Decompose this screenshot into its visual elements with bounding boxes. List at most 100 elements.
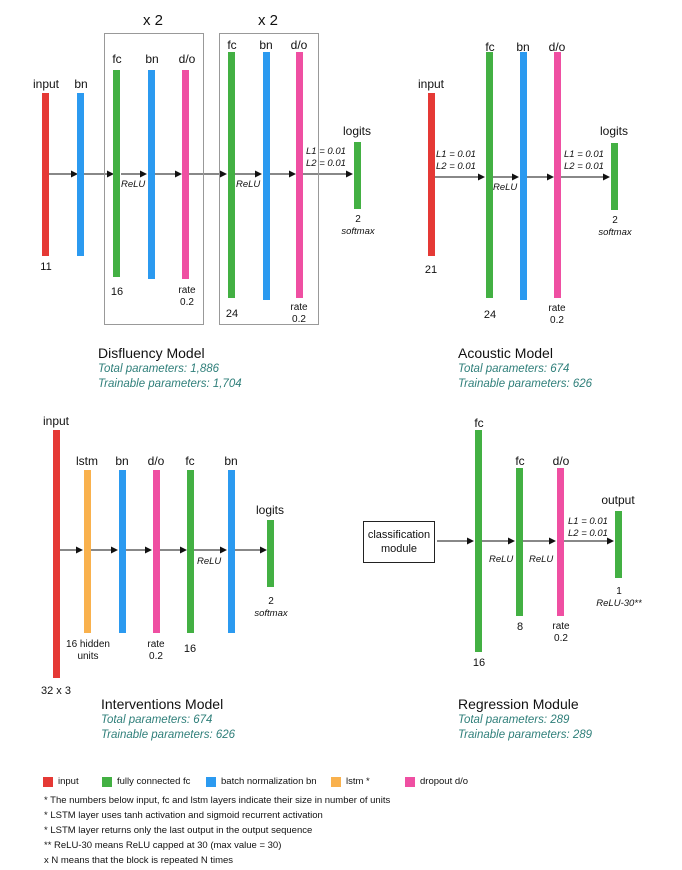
interventions-bn2-layer <box>228 470 235 633</box>
disfluency-do1-layer <box>182 70 189 279</box>
regression-fc2-layer <box>516 468 523 616</box>
interventions-lstm-size: 16 hidden units <box>66 639 110 662</box>
regression-output-activation: ReLU-30** <box>596 598 642 609</box>
repeat-block-1 <box>104 33 204 325</box>
note-repeat: x N means that the block is repeated N t… <box>44 855 234 866</box>
regression-fc2-size: 8 <box>516 621 524 633</box>
classification-module-box: classification module <box>363 521 435 563</box>
regression-fc1-size: 16 <box>472 657 486 669</box>
disfluency-bn-layer <box>77 93 84 256</box>
note-sizes: * The numbers below input, fc and lstm l… <box>44 795 391 806</box>
legend-bn-label: batch normalization bn <box>221 776 317 787</box>
disfluency-logits-layer <box>354 142 361 209</box>
regression-do-layer <box>557 468 564 616</box>
disfluency-input-size: 11 <box>40 261 52 273</box>
acoustic-relu: ReLU <box>493 182 518 193</box>
disfluency-trainable-params: Trainable parameters: 1,704 <box>98 378 242 390</box>
disfluency-input-label: input <box>32 77 60 91</box>
acoustic-regularization-out: L1 = 0.01 L2 = 0.01 <box>564 149 604 172</box>
disfluency-regularization: L1 = 0.01 L2 = 0.01 <box>306 146 346 169</box>
interventions-input-size: 32 x 3 <box>41 685 71 697</box>
interventions-do-label: d/o <box>147 454 165 468</box>
disfluency-total-params: Total parameters: 1,886 <box>98 363 220 375</box>
regression-fc1-layer <box>475 430 482 652</box>
interventions-input-label: input <box>42 414 70 428</box>
disfluency-input-layer <box>42 93 49 256</box>
regression-fc1-label: fc <box>474 416 484 430</box>
disfluency-fc2-size: 24 <box>225 308 239 320</box>
interventions-relu: ReLU <box>197 556 222 567</box>
disfluency-do1-label: d/o <box>178 52 196 66</box>
repeat-count-1: x 2 <box>142 12 164 29</box>
disfluency-title: Disfluency Model <box>98 345 205 361</box>
acoustic-fc-layer <box>486 52 493 298</box>
disfluency-fc1-size: 16 <box>110 286 124 298</box>
disfluency-bn2-layer <box>263 52 270 300</box>
disfluency-fc1-layer <box>113 70 120 277</box>
regression-regularization: L1 = 0.01 L2 = 0.01 <box>568 516 608 539</box>
legend-lstm-swatch <box>331 777 341 787</box>
note-lstm-output: * LSTM layer returns only the last outpu… <box>44 825 313 836</box>
regression-relu1: ReLU <box>489 554 514 565</box>
interventions-softmax: softmax <box>254 608 288 619</box>
disfluency-relu2: ReLU <box>236 179 261 190</box>
interventions-logits-size: 2 <box>268 596 274 607</box>
legend-dropout-label: dropout d/o <box>420 776 469 787</box>
disfluency-fc2-label: fc <box>227 38 237 52</box>
regression-fc2-label: fc <box>515 454 525 468</box>
regression-relu2: ReLU <box>529 554 554 565</box>
acoustic-regularization-in: L1 = 0.01 L2 = 0.01 <box>436 149 476 172</box>
regression-title: Regression Module <box>458 696 579 712</box>
acoustic-logits-label: logits <box>599 124 629 138</box>
interventions-total-params: Total parameters: 674 <box>101 714 213 726</box>
disfluency-softmax: softmax <box>341 226 375 237</box>
interventions-logits-label: logits <box>255 503 285 517</box>
disfluency-bn1-label: bn <box>145 52 159 66</box>
disfluency-do2-label: d/o <box>290 38 308 52</box>
disfluency-bn2-label: bn <box>259 38 273 52</box>
disfluency-bn1-layer <box>148 70 155 279</box>
acoustic-input-size: 21 <box>424 264 438 276</box>
acoustic-rate: rate 0.2 <box>548 303 566 326</box>
interventions-rate: rate 0.2 <box>147 639 165 662</box>
interventions-logits-layer <box>267 520 274 587</box>
interventions-fc-label: fc <box>185 454 195 468</box>
repeat-block-2 <box>219 33 319 325</box>
acoustic-total-params: Total parameters: 674 <box>458 363 570 375</box>
regression-output-label: output <box>601 493 635 507</box>
interventions-bn-layer <box>119 470 126 633</box>
disfluency-relu1: ReLU <box>121 179 146 190</box>
acoustic-logits-layer <box>611 143 618 210</box>
legend-fc-label: fully connected fc <box>117 776 191 787</box>
interventions-trainable-params: Trainable parameters: 626 <box>101 729 236 741</box>
legend-dropout-swatch <box>405 777 415 787</box>
regression-rate: rate 0.2 <box>552 621 570 644</box>
acoustic-bn-layer <box>520 52 527 300</box>
disfluency-rate2: rate 0.2 <box>290 302 308 325</box>
acoustic-bn-label: bn <box>516 40 530 54</box>
disfluency-fc1-label: fc <box>112 52 122 66</box>
note-relu30: ** ReLU-30 means ReLU capped at 30 (max … <box>44 840 282 851</box>
interventions-lstm-layer <box>84 470 91 633</box>
acoustic-do-layer <box>554 52 561 298</box>
interventions-fc-size: 16 <box>183 643 197 655</box>
disfluency-rate1: rate 0.2 <box>178 285 196 308</box>
regression-output-size: 1 <box>616 586 622 597</box>
disfluency-logits-size: 2 <box>355 214 361 225</box>
interventions-fc-layer <box>187 470 194 633</box>
note-lstm-activation: * LSTM layer uses tanh activation and si… <box>44 810 323 821</box>
legend-input-swatch <box>43 777 53 787</box>
disfluency-fc2-layer <box>228 52 235 298</box>
acoustic-input-layer <box>428 93 435 256</box>
repeat-count-2: x 2 <box>257 12 279 29</box>
acoustic-fc-size: 24 <box>483 309 497 321</box>
regression-output-layer <box>615 511 622 578</box>
acoustic-fc-label: fc <box>485 40 495 54</box>
regression-do-label: d/o <box>552 454 570 468</box>
legend-lstm-label: lstm * <box>346 776 370 787</box>
interventions-lstm-label: lstm <box>76 454 98 468</box>
acoustic-logits-size: 2 <box>612 215 618 226</box>
acoustic-input-label: input <box>417 77 445 91</box>
